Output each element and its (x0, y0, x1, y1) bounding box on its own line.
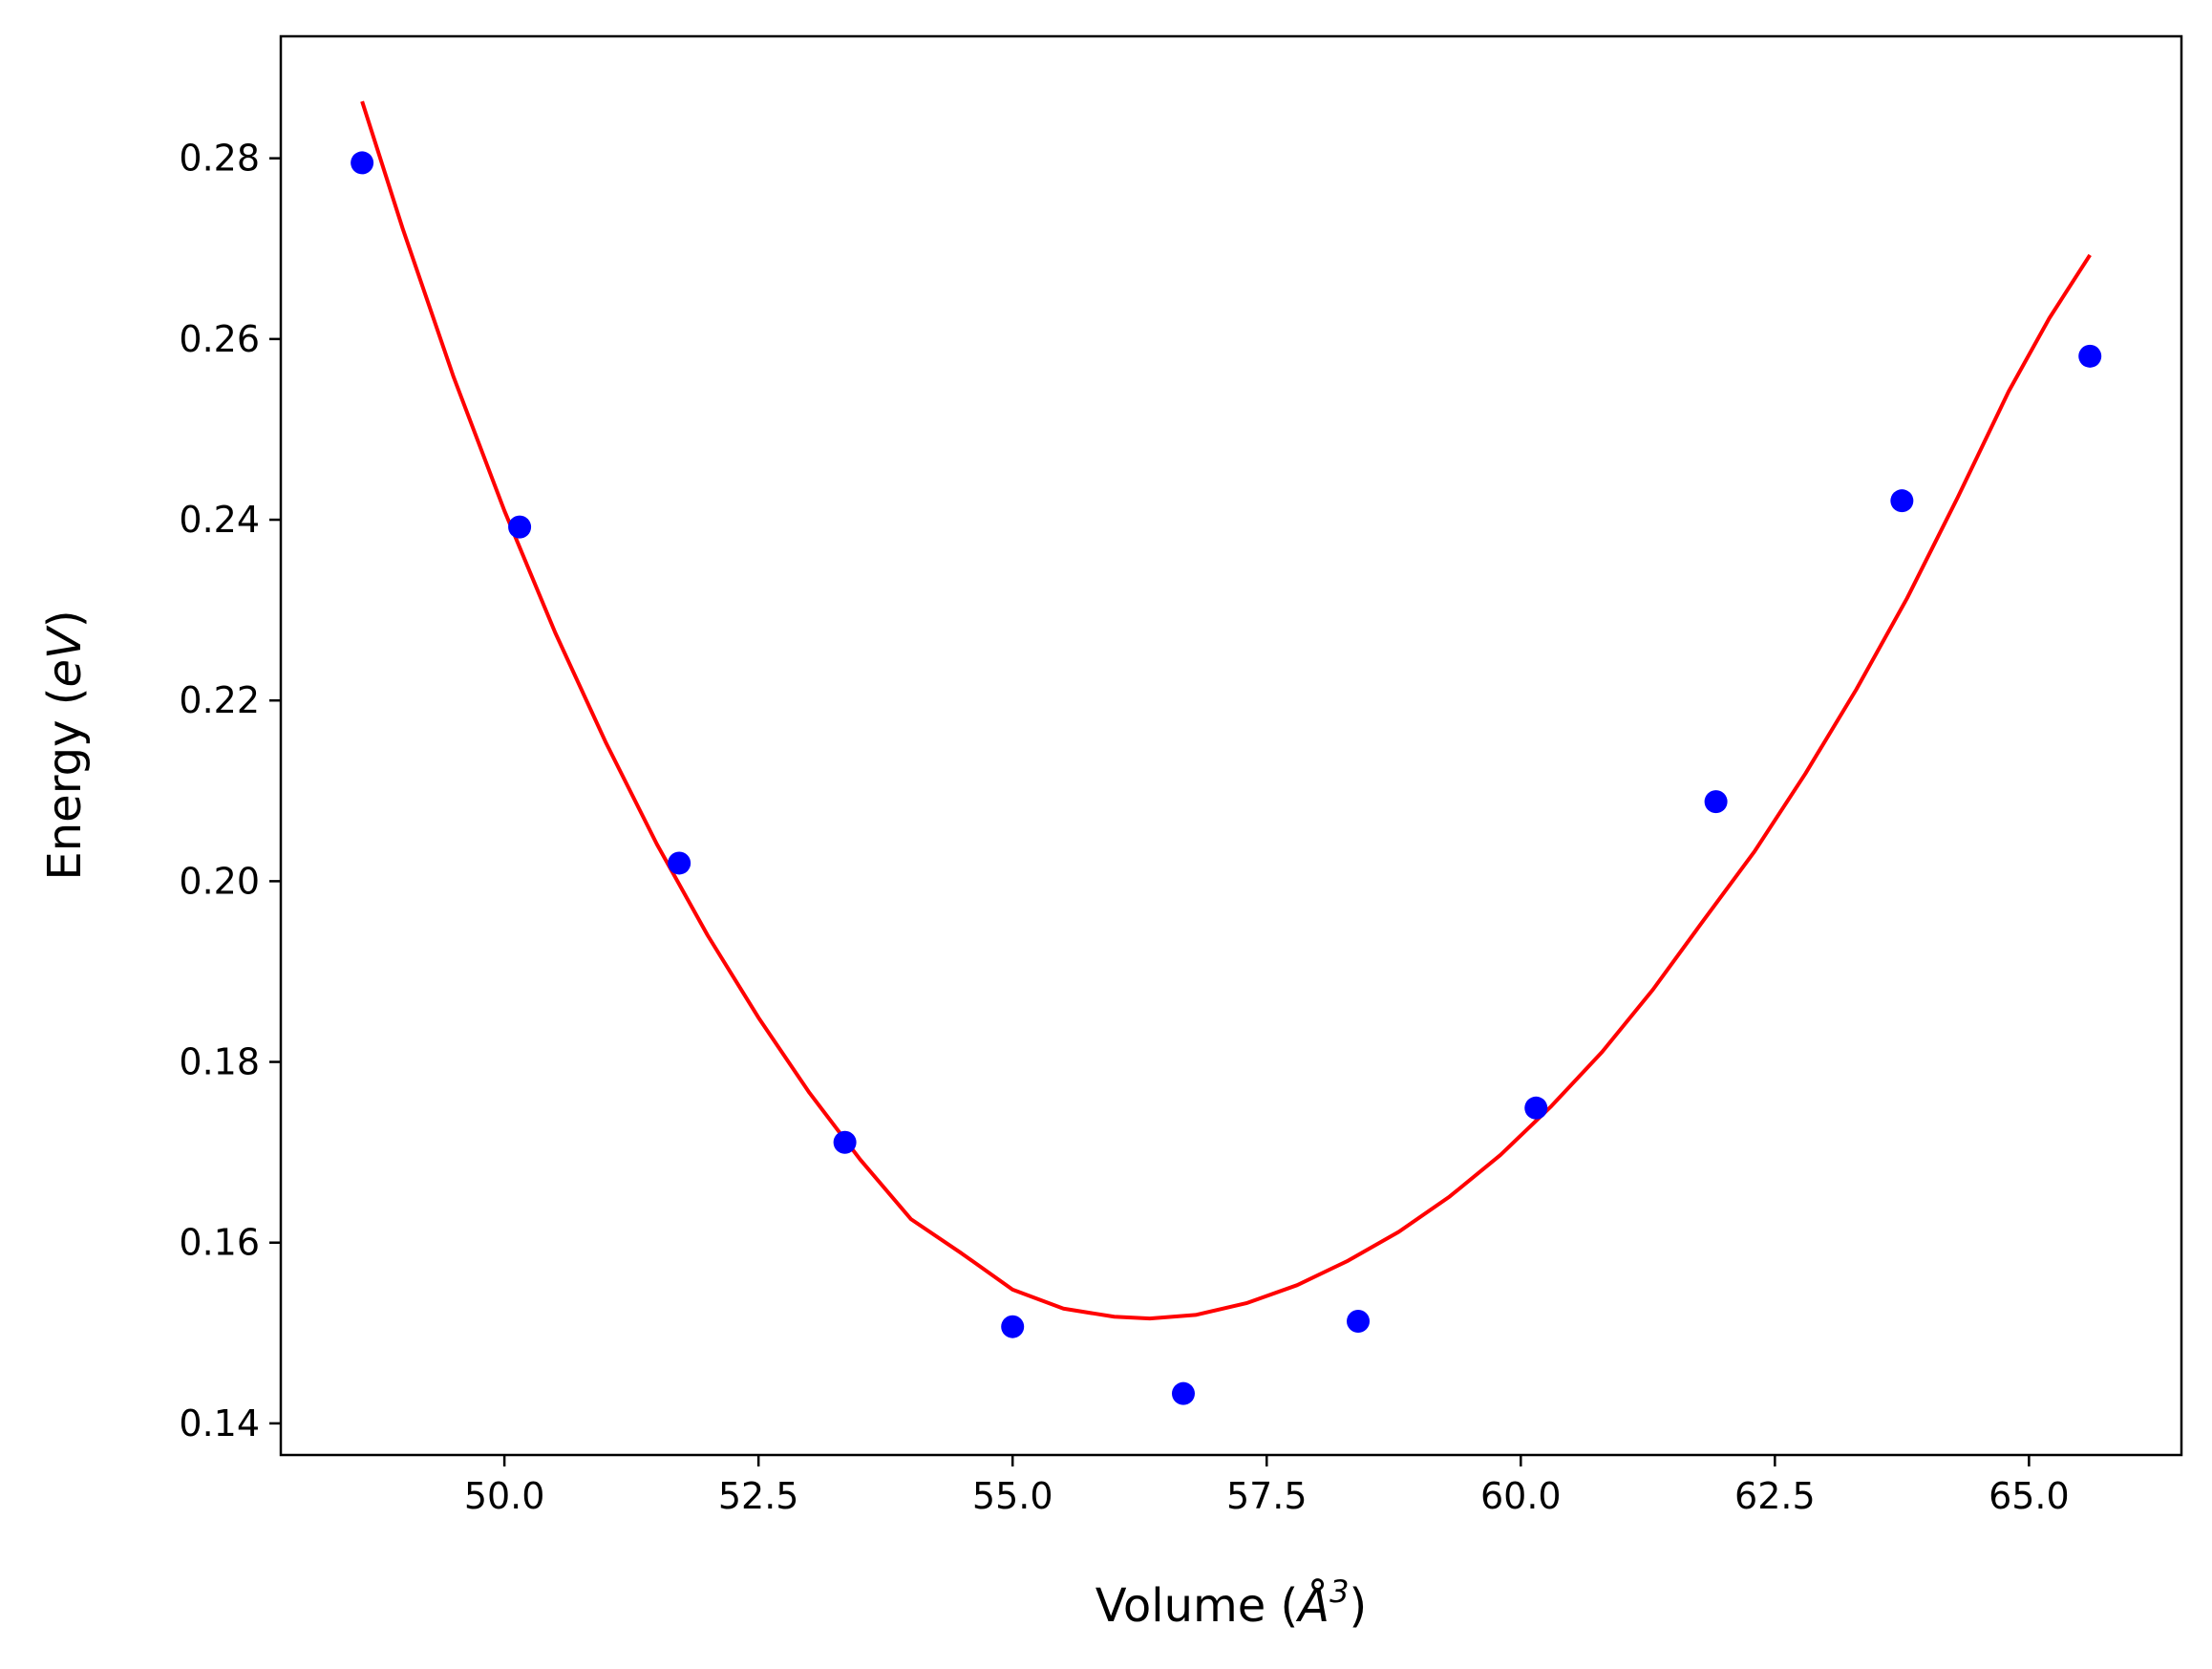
data-point (508, 515, 532, 539)
y-tick-label: 0.22 (179, 679, 260, 721)
y-tick-label: 0.26 (179, 318, 260, 360)
data-point (1890, 489, 1914, 513)
x-tick-label: 50.0 (464, 1475, 545, 1517)
y-tick-label: 0.24 (179, 499, 260, 541)
y-axis-label: Energy (eV) (38, 610, 92, 880)
y-tick-label: 0.16 (179, 1222, 260, 1264)
data-point (2078, 344, 2102, 368)
y-tick-label: 0.28 (179, 138, 260, 180)
data-point (1001, 1315, 1025, 1338)
data-point (351, 151, 374, 175)
data-point (668, 851, 691, 875)
data-point (1704, 790, 1728, 814)
plot-area (351, 100, 2102, 1405)
x-tick-label: 60.0 (1480, 1475, 1562, 1517)
y-tick-label: 0.20 (179, 860, 260, 902)
x-tick-label: 57.5 (1226, 1475, 1308, 1517)
x-tick-label: 55.0 (972, 1475, 1053, 1517)
y-axis-ticks: 0.14 0.16 0.18 0.20 0.22 0.24 0.26 0.28 (179, 138, 281, 1444)
data-point (1524, 1096, 1548, 1120)
x-tick-label: 52.5 (718, 1475, 799, 1517)
x-axis-label: Volume (Å3) (1095, 1573, 1367, 1633)
y-tick-label: 0.14 (179, 1402, 260, 1444)
data-point (1171, 1381, 1195, 1405)
fit-curve-line (360, 100, 2092, 1321)
y-tick-label: 0.18 (179, 1041, 260, 1083)
data-point (1347, 1310, 1371, 1334)
x-tick-label: 65.0 (1989, 1475, 2070, 1517)
data-point (833, 1130, 857, 1154)
x-axis-ticks: 50.0 52.5 55.0 57.5 60.0 62.5 65.0 (464, 1455, 2070, 1517)
x-tick-label: 62.5 (1734, 1475, 1816, 1517)
axes-frame (279, 34, 2183, 1457)
